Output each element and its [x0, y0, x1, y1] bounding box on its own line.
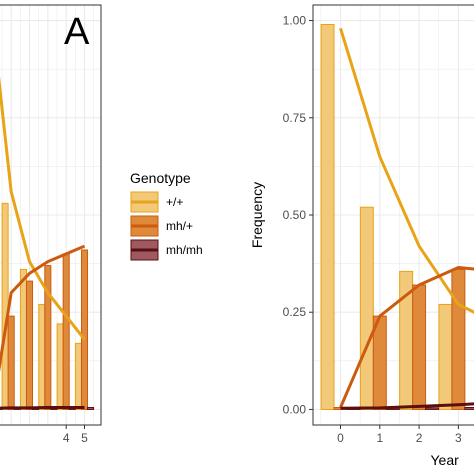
legend-label-wt: +/+: [166, 195, 183, 209]
bar-wt-1: [1, 202, 9, 410]
plot-area: [313, 5, 474, 425]
panel-a: 4 5 A: [0, 4, 102, 445]
bar-wt-2: [19, 268, 27, 410]
bar-wt-0: [320, 23, 335, 410]
line-het: [0, 244, 86, 373]
y-axis-title: Frequency: [249, 182, 265, 248]
x-tick-label: 5: [81, 431, 88, 445]
bar-het-2: [412, 284, 427, 410]
plot-area: [0, 5, 101, 425]
x-tick-label: 1: [376, 431, 383, 445]
x-tick-label: 3: [455, 431, 462, 445]
line-hom: [340, 402, 474, 410]
y-tick-label: 0.00: [283, 402, 307, 416]
bar-wt-3: [438, 303, 453, 410]
line-hom: [0, 406, 85, 410]
x-tick-label: 0: [337, 431, 344, 445]
legend-title: Genotype: [130, 170, 191, 186]
bar-het-2: [25, 280, 34, 410]
bar-wt-1: [359, 206, 374, 410]
bar-hom-3: [464, 407, 474, 410]
bar-wt-5: [74, 342, 82, 410]
legend-label-hom: mh/mh: [166, 243, 203, 257]
y-tick-label: 1.00: [283, 14, 307, 28]
bar-het-3: [44, 265, 52, 410]
bar-het-5: [80, 249, 89, 410]
x-axis-title: Year: [430, 452, 459, 468]
bar-het-3: [451, 268, 466, 410]
line-het: [339, 266, 474, 409]
bar-het-4: [62, 253, 70, 410]
line-wt: [0, 76, 86, 341]
legend: Genotype +/+ mh/+ mh/mh: [130, 170, 203, 261]
panel-b: 0 1 2 3 0.00 0.25 0.50 0.75 1.00 Frequency Year: [249, 4, 474, 468]
x-tick-label: 4: [63, 431, 70, 445]
bar-wt-4: [56, 323, 64, 410]
legend-label-het: mh/+: [166, 219, 193, 233]
panel-label: A: [64, 11, 90, 53]
panel-border: [0, 4, 102, 426]
y-tick-label: 0.25: [283, 305, 307, 319]
y-tick-label: 0.50: [283, 208, 307, 222]
y-tick-label: 0.75: [283, 111, 307, 125]
bar-wt-3: [38, 303, 46, 410]
bar-het-1: [7, 315, 15, 410]
bar-hom-2: [425, 407, 440, 410]
bar-hom-5: [87, 407, 95, 410]
x-tick-label: 2: [416, 431, 423, 445]
